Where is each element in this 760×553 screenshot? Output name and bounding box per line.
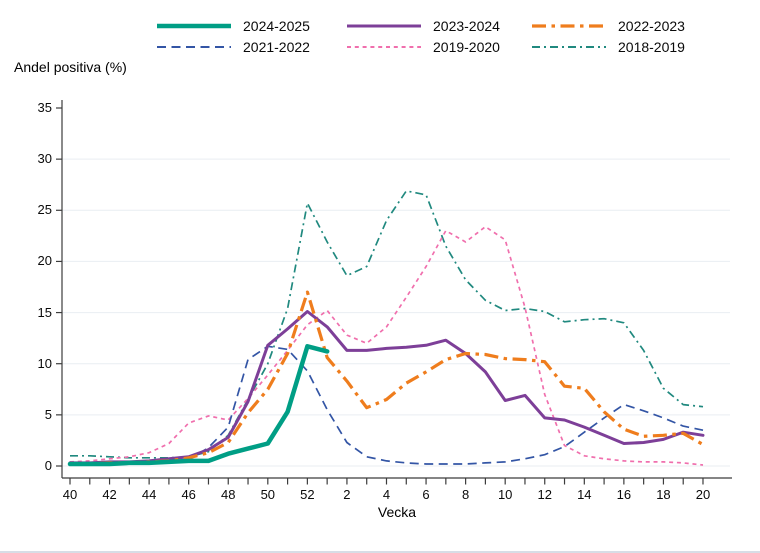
y-axis-title: Andel positiva (%): [14, 59, 127, 75]
x-tick-label: 46: [181, 487, 196, 502]
x-tick-label: 52: [300, 487, 315, 502]
series-line-2019-2020: [69, 225, 704, 466]
legend-swatch-line: [532, 24, 606, 28]
legend-item: 2024-2025: [155, 17, 310, 35]
y-tick-label: 10: [37, 355, 52, 371]
series-line-2018-2019: [70, 190, 704, 459]
legend-label: 2023-2024: [433, 18, 500, 34]
x-tick-label: 12: [537, 487, 552, 502]
legend-item: 2023-2024: [345, 17, 500, 35]
x-tick-label: 44: [141, 487, 157, 502]
x-tick-label: 10: [497, 487, 513, 502]
y-tick-label: 5: [44, 406, 52, 422]
legend-label: 2024-2025: [243, 18, 310, 34]
y-tick-label: 30: [37, 151, 52, 167]
x-tick-label: 8: [461, 487, 470, 502]
legend-swatch-line: [532, 46, 606, 48]
series-line-2024-2025: [67, 344, 330, 467]
x-tick-label: 18: [656, 487, 671, 502]
legend-swatch-line: [157, 46, 231, 48]
x-tick-label: 20: [695, 487, 711, 502]
x-tick-label: 2: [343, 487, 351, 502]
legend-item: 2021-2022: [155, 38, 310, 56]
y-tick-label: 25: [37, 202, 52, 218]
x-tick-label: 14: [577, 487, 592, 502]
legend-item: 2022-2023: [530, 17, 685, 35]
legend-swatch-line: [157, 23, 231, 29]
y-tick-label: 35: [37, 100, 52, 115]
x-axis-title: Vecka: [377, 504, 417, 520]
legend-item: 2018-2019: [530, 38, 685, 56]
x-tick-label: 48: [221, 487, 236, 502]
series-line-2023-2024: [68, 310, 705, 465]
legend-label: 2022-2023: [618, 18, 685, 34]
x-tick-label: 6: [422, 487, 430, 502]
x-tick-label: 40: [62, 487, 78, 502]
x-tick-label: 50: [260, 487, 276, 502]
x-tick-label: 16: [616, 487, 632, 502]
y-tick-label: 15: [37, 304, 52, 320]
legend-swatch-line: [347, 24, 421, 28]
footer-divider: [0, 551, 760, 553]
y-tick-label: 20: [37, 253, 52, 269]
legend-label: 2018-2019: [618, 39, 685, 55]
legend-label: 2019-2020: [433, 39, 500, 55]
legend-item: 2019-2020: [345, 38, 500, 56]
x-tick-label: 4: [382, 487, 391, 502]
y-tick-label: 0: [44, 458, 52, 473]
x-tick-label: 42: [102, 487, 117, 502]
legend-label: 2021-2022: [243, 39, 310, 55]
